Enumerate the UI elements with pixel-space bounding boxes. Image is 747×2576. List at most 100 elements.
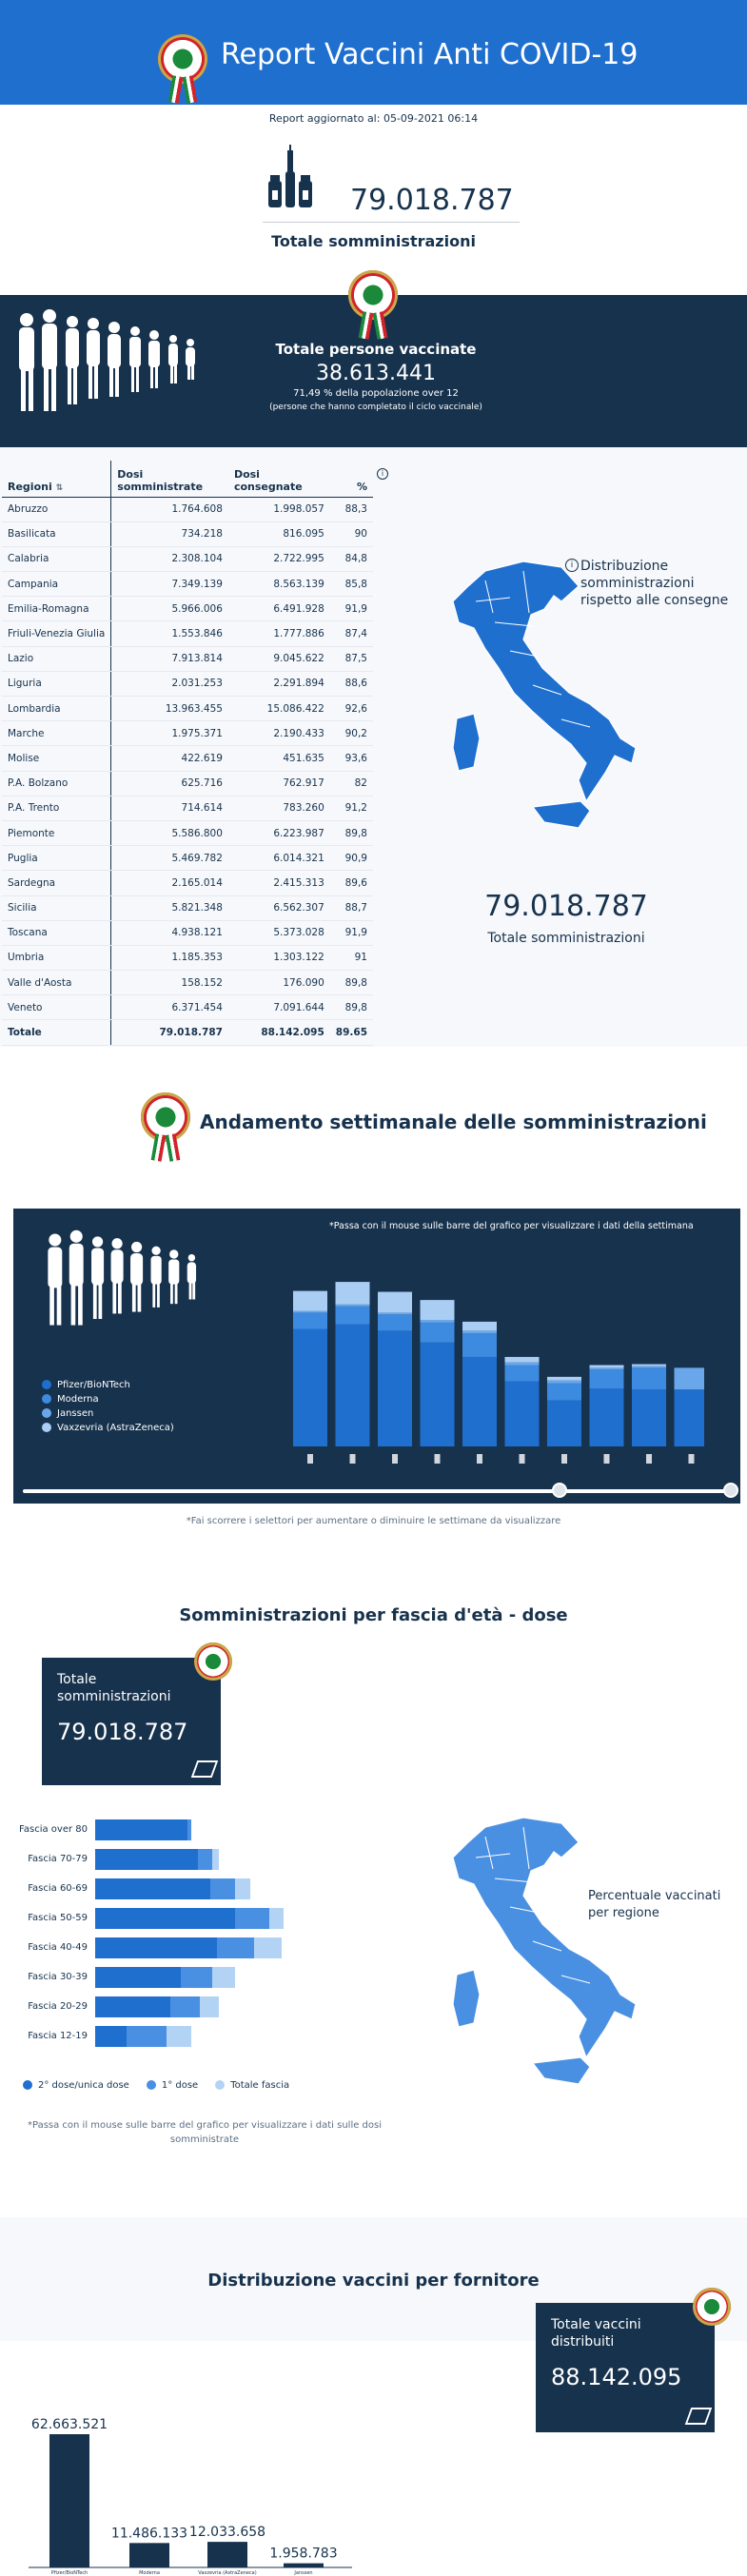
weekly-bar-segment[interactable]	[674, 1367, 705, 1390]
week-tick-label[interactable]	[646, 1454, 652, 1464]
table-row[interactable]: Liguria 2.031.253 2.291.894 88,6	[2, 671, 373, 698]
weekly-bar-segment[interactable]	[293, 1310, 327, 1313]
weekly-bar-segment[interactable]	[504, 1365, 540, 1382]
age-row[interactable]: Fascia 12-19	[0, 2026, 400, 2047]
sicily-shape[interactable]	[531, 800, 591, 829]
age-bar-second-dose[interactable]	[95, 2026, 127, 2047]
week-tick-label[interactable]	[561, 1454, 567, 1464]
week-range-slider-handle-left[interactable]	[552, 1483, 567, 1498]
weekly-bar-segment[interactable]	[589, 1388, 624, 1446]
sardinia-shape[interactable]	[452, 1969, 481, 2028]
legend-item[interactable]: 1° dose	[146, 2080, 198, 2091]
weekly-bar-segment[interactable]	[589, 1367, 624, 1370]
peninsula-shape[interactable]	[452, 560, 637, 803]
week-tick-label[interactable]	[307, 1454, 313, 1464]
eraser-icon[interactable]	[684, 2408, 713, 2425]
table-row[interactable]: Campania 7.349.139 8.563.139 85,8	[2, 571, 373, 598]
weekly-bar-segment[interactable]	[547, 1400, 581, 1446]
weekly-bar-segment[interactable]	[462, 1321, 497, 1331]
age-bar-second-dose[interactable]	[95, 1908, 236, 1929]
age-row[interactable]: Fascia 70-79	[0, 1849, 400, 1870]
supplier-value-label[interactable]: 11.486.133	[111, 2526, 187, 2541]
column-header-delivered[interactable]: Dosi consegnate	[227, 461, 330, 498]
weekly-bar-segment[interactable]	[335, 1324, 370, 1446]
supplier-name-label[interactable]: Moderna	[139, 2570, 160, 2576]
table-row[interactable]: P.A. Bolzano 625.716 762.917 82	[2, 771, 373, 796]
supplier-value-label[interactable]: 62.663.521	[31, 2417, 108, 2432]
weekly-bar-segment[interactable]	[462, 1333, 497, 1357]
week-tick-label[interactable]	[434, 1454, 441, 1464]
weekly-bar-segment[interactable]	[674, 1389, 705, 1446]
legend-item[interactable]: Pfizer/BioNTech	[42, 1380, 174, 1390]
weekly-bar-segment[interactable]	[547, 1383, 581, 1401]
table-row[interactable]: Molise 422.619 451.635 93,6	[2, 745, 373, 772]
age-row[interactable]: Fascia 20-29	[0, 1996, 400, 2017]
age-bar-second-dose[interactable]	[95, 1878, 210, 1899]
week-range-slider-handle-right[interactable]	[723, 1483, 738, 1498]
week-tick-label[interactable]	[477, 1454, 482, 1464]
supplier-bar[interactable]	[207, 2542, 247, 2567]
supplier-name-label[interactable]: Vaxzevria (AstraZeneca)	[198, 2570, 256, 2576]
weekly-bar-segment[interactable]	[589, 1369, 624, 1389]
table-row[interactable]: Marche 1.975.371 2.190.433 90,2	[2, 720, 373, 747]
weekly-bar-segment[interactable]	[420, 1300, 455, 1320]
table-row[interactable]: Basilicata 734.218 816.095 90	[2, 521, 373, 547]
weekly-bar-segment[interactable]	[504, 1362, 540, 1366]
weekly-bar-chart[interactable]	[285, 1247, 704, 1475]
sicily-shape[interactable]	[531, 2056, 591, 2085]
table-row[interactable]: Sicilia 5.821.348 6.562.307 88,7	[2, 895, 373, 921]
table-row[interactable]: Veneto 6.371.454 7.091.644 89,8	[2, 994, 373, 1021]
supplier-value-label[interactable]: 1.958.783	[269, 2547, 337, 2562]
weekly-bar-segment[interactable]	[632, 1364, 666, 1367]
table-row[interactable]: Lombardia 13.963.455 15.086.422 92,6	[2, 696, 373, 722]
sardinia-shape[interactable]	[452, 713, 481, 772]
suppliers-bar-chart[interactable]: 62.663.521 Pfizer/BioNTech 11.486.133 Moder…	[29, 2408, 371, 2576]
weekly-bar-segment[interactable]	[335, 1304, 370, 1307]
table-row[interactable]: Calabria 2.308.104 2.722.995 84,8	[2, 546, 373, 573]
column-header-percent[interactable]: %	[329, 461, 373, 498]
age-bar-second-dose[interactable]	[95, 1996, 171, 2017]
weekly-bar-segment[interactable]	[293, 1328, 327, 1447]
age-bar-second-dose[interactable]	[95, 1967, 182, 1988]
table-row[interactable]: Umbria 1.185.353 1.303.122 91	[2, 945, 373, 972]
supplier-value-label[interactable]: 12.033.658	[189, 2525, 265, 2540]
weekly-bar-segment[interactable]	[335, 1306, 370, 1325]
weekly-bar-segment[interactable]	[504, 1356, 540, 1363]
week-tick-label[interactable]	[392, 1454, 398, 1464]
info-icon[interactable]: i	[565, 559, 579, 572]
table-row[interactable]: Lazio 7.913.814 9.045.622 87,5	[2, 646, 373, 672]
legend-item[interactable]: Totale fascia	[215, 2080, 289, 2091]
weekly-bar-segment[interactable]	[293, 1312, 327, 1329]
table-row[interactable]: Friuli-Venezia Giulia 1.553.846 1.777.886 8…	[2, 620, 373, 647]
table-row[interactable]: Toscana 4.938.121 5.373.028 91,9	[2, 920, 373, 946]
age-bar-second-dose[interactable]	[95, 1849, 198, 1870]
weekly-bar-segment[interactable]	[547, 1380, 581, 1384]
table-row[interactable]: Emilia-Romagna 5.966.006 6.491.928 91,9	[2, 596, 373, 622]
peninsula-shape[interactable]	[452, 1817, 637, 2059]
supplier-name-label[interactable]: Janssen	[293, 2570, 312, 2576]
weekly-bar-segment[interactable]	[462, 1330, 497, 1334]
info-icon[interactable]: i	[377, 468, 388, 480]
week-range-slider-track[interactable]	[23, 1489, 731, 1493]
weekly-bar-segment[interactable]	[632, 1367, 666, 1390]
column-header-region[interactable]: Regioni ⇅	[2, 461, 112, 498]
age-bar-second-dose[interactable]	[95, 1937, 217, 1958]
column-header-administered[interactable]: Dosi somministrate	[110, 461, 228, 498]
italy-map-deliveries[interactable]	[419, 552, 657, 837]
table-row[interactable]: Valle d'Aosta 158.152 176.090 89,8	[2, 970, 373, 996]
table-row[interactable]: Sardegna 2.165.014 2.415.313 89,6	[2, 870, 373, 896]
supplier-bar[interactable]	[49, 2434, 89, 2567]
age-row[interactable]: Fascia 50-59	[0, 1908, 400, 1929]
weekly-bar-segment[interactable]	[420, 1320, 455, 1323]
supplier-name-label[interactable]: Pfizer/BioNTech	[51, 2570, 88, 2576]
age-row[interactable]: Fascia 30-39	[0, 1967, 400, 1988]
week-tick-label[interactable]	[688, 1454, 695, 1464]
age-row[interactable]: Fascia 60-69	[0, 1878, 400, 1899]
table-total-row[interactable]: Totale 79.018.787 88.142.095 89.65	[2, 1019, 373, 1046]
weekly-bar-segment[interactable]	[420, 1342, 455, 1446]
legend-item[interactable]: 2° dose/unica dose	[23, 2080, 129, 2091]
age-row[interactable]: Fascia over 80	[0, 1819, 400, 1840]
legend-item[interactable]: Moderna	[42, 1394, 174, 1405]
table-row[interactable]: Piemonte 5.586.800 6.223.987 89,8	[2, 820, 373, 847]
week-tick-label[interactable]	[349, 1454, 356, 1464]
